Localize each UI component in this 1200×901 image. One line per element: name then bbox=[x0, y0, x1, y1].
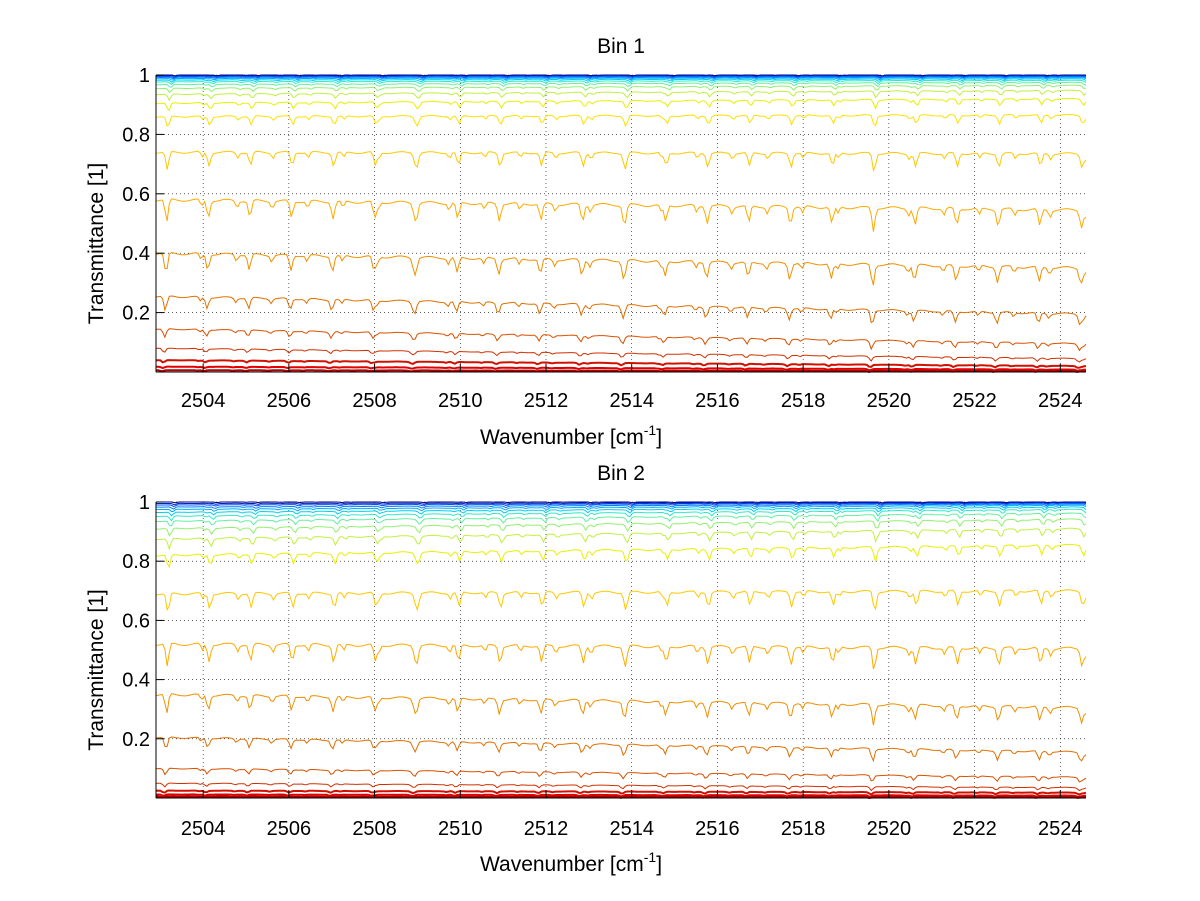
y-axis-label: Transmittance [1] bbox=[85, 589, 108, 750]
y-tick-label: 0.6 bbox=[122, 184, 150, 206]
series-line-18 bbox=[155, 347, 1087, 363]
subplot-bin-2: 2504 2506 2508 2510 2512 2514 2516 2518 2520 2522… bbox=[85, 462, 1087, 876]
x-tick-label: 2506 bbox=[267, 818, 312, 840]
series-line-6 bbox=[156, 506, 1087, 517]
x-axis-label: Wavenumber [cm-1] bbox=[480, 849, 662, 876]
series-line-7 bbox=[155, 508, 1087, 522]
y-tick-label: 0.2 bbox=[122, 303, 150, 325]
series-line-12 bbox=[155, 113, 1087, 128]
series-line-11 bbox=[155, 97, 1087, 112]
series-line-18 bbox=[155, 789, 1087, 796]
series-line-13 bbox=[155, 642, 1087, 670]
series-line-10 bbox=[155, 527, 1087, 551]
y-tick-label: 0.8 bbox=[122, 551, 150, 573]
x-tick-label: 2510 bbox=[438, 390, 483, 412]
x-tick-label: 2510 bbox=[438, 818, 483, 840]
series-line-7 bbox=[155, 79, 1087, 86]
series-line-14 bbox=[155, 693, 1087, 726]
x-tick-label: 2522 bbox=[952, 390, 997, 412]
x-tick-label: 2522 bbox=[952, 818, 997, 840]
series-line-12 bbox=[155, 589, 1087, 612]
y-tick-label: 0.4 bbox=[122, 243, 150, 265]
series-line-4 bbox=[156, 76, 1087, 80]
chart-title: Bin 2 bbox=[597, 462, 645, 485]
series-line-17 bbox=[155, 782, 1087, 792]
x-tick-label: 2508 bbox=[352, 818, 397, 840]
series-line-9 bbox=[155, 518, 1087, 537]
series-line-19 bbox=[156, 793, 1087, 798]
x-tick-label: 2518 bbox=[781, 390, 826, 412]
series-line-15 bbox=[155, 251, 1087, 286]
subplot-bin-1: 2504 2506 2508 2510 2512 2514 2516 2518 2520 2522… bbox=[85, 35, 1087, 449]
y-tick-label: 0.6 bbox=[122, 610, 150, 632]
y-tick-label: 0.4 bbox=[122, 670, 150, 692]
series-line-15 bbox=[155, 736, 1087, 763]
series-line-2 bbox=[156, 74, 1087, 78]
x-tick-label: 2516 bbox=[695, 818, 740, 840]
x-tick-label: 2514 bbox=[609, 818, 654, 840]
series-line-8 bbox=[155, 512, 1087, 527]
x-tick-label: 2524 bbox=[1038, 390, 1083, 412]
x-tick-label: 2504 bbox=[181, 390, 226, 412]
x-tick-label: 2506 bbox=[267, 390, 312, 412]
series-line-14 bbox=[155, 198, 1087, 232]
series-line-2 bbox=[156, 502, 1087, 506]
plot-area bbox=[156, 75, 1086, 372]
series-line-9 bbox=[156, 84, 1087, 94]
x-tick-label: 2524 bbox=[1038, 818, 1083, 840]
x-tick-label: 2520 bbox=[867, 390, 912, 412]
x-tick-label: 2514 bbox=[609, 390, 654, 412]
x-tick-label: 2504 bbox=[181, 818, 226, 840]
series-line-19 bbox=[156, 359, 1087, 369]
series-line-20 bbox=[156, 365, 1087, 372]
x-tick-label: 2520 bbox=[867, 818, 912, 840]
series-line-1 bbox=[156, 501, 1087, 504]
series-line-3 bbox=[156, 75, 1087, 79]
series-line-16 bbox=[155, 767, 1087, 783]
y-tick-label: 0.2 bbox=[122, 729, 150, 751]
x-tick-label: 2512 bbox=[524, 818, 569, 840]
series-line-4 bbox=[156, 503, 1087, 510]
series-line-16 bbox=[155, 295, 1087, 326]
x-tick-label: 2508 bbox=[352, 390, 397, 412]
x-tick-label: 2512 bbox=[524, 390, 569, 412]
series-line-3 bbox=[156, 502, 1087, 508]
y-axis-label: Transmittance [1] bbox=[85, 163, 108, 324]
series-line-6 bbox=[155, 78, 1087, 83]
y-tick-label: 1 bbox=[139, 492, 150, 514]
x-tick-label: 2516 bbox=[695, 390, 740, 412]
x-tick-label: 2518 bbox=[781, 818, 826, 840]
series-line-10 bbox=[156, 89, 1087, 102]
series-line-5 bbox=[155, 77, 1087, 81]
series-line-8 bbox=[156, 81, 1087, 88]
x-axis-label: Wavenumber [cm-1] bbox=[480, 422, 662, 449]
series-line-17 bbox=[155, 328, 1087, 352]
series-line-5 bbox=[156, 504, 1087, 513]
series-line-11 bbox=[156, 543, 1087, 569]
y-tick-label: 1 bbox=[139, 65, 150, 87]
series-line-13 bbox=[155, 150, 1087, 173]
chart-title: Bin 1 bbox=[597, 35, 645, 58]
y-tick-label: 0.8 bbox=[122, 124, 150, 146]
